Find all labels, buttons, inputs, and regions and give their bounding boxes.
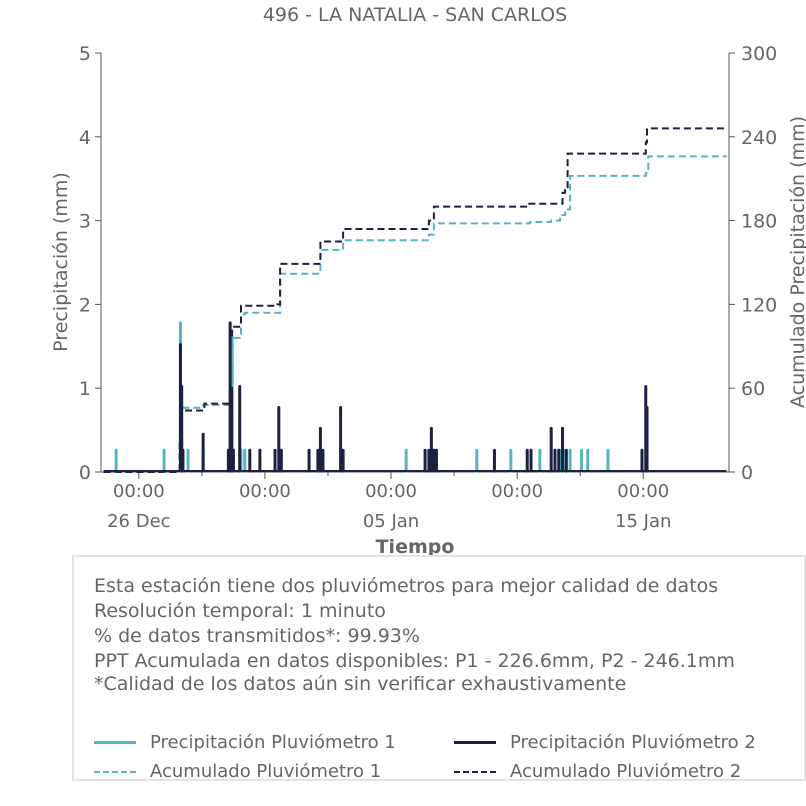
x-tick-label: 00:00 (239, 481, 291, 502)
y-tick-label-right: 0 (741, 462, 753, 484)
y-tick-label-right: 240 (741, 127, 777, 149)
info-line: PPT Acumulada en datos disponibles: P1 -… (94, 650, 735, 672)
y-tick-label-left: 2 (79, 294, 91, 316)
y-tick-label-right: 300 (741, 43, 777, 65)
y-tick-label-left: 4 (79, 127, 91, 149)
y-tick-label-left: 3 (79, 211, 91, 233)
x-tick-label: 00:00 (617, 481, 669, 502)
x-tick-label: 00:00 (113, 481, 165, 502)
x-tick-label: 00:00 (365, 481, 417, 502)
y-axis-label-left: Precipitación (mm) (50, 172, 72, 352)
legend-swatch (454, 770, 496, 773)
legend-label: Precipitación Pluviómetro 1 (150, 732, 396, 753)
y-tick-label-right: 120 (741, 294, 777, 316)
x-tick-label: 00:00 (491, 481, 543, 502)
legend-label: Acumulado Pluviómetro 1 (150, 761, 382, 782)
y-tick-label-left: 1 (79, 378, 91, 400)
legend-item-p2-accum: Acumulado Pluviómetro 2 (454, 761, 741, 782)
info-line: Esta estación tiene dos pluviómetros par… (94, 575, 719, 597)
series-accum-p2 (103, 127, 727, 473)
legend-label: Acumulado Pluviómetro 2 (510, 761, 742, 782)
legend-item-p1-accum: Acumulado Pluviómetro 1 (94, 761, 381, 782)
legend-label: Precipitación Pluviómetro 2 (510, 732, 756, 753)
info-line: % de datos transmitidos*: 99.93% (94, 625, 420, 647)
legend-item-p1-precip: Precipitación Pluviómetro 1 (94, 732, 396, 753)
info-box: Esta estación tiene dos pluviómetros par… (72, 555, 806, 782)
x-axis-label: Tiempo (376, 536, 455, 558)
legend-item-p2-precip: Precipitación Pluviómetro 2 (454, 732, 756, 753)
y-tick-label-left: 0 (79, 462, 91, 484)
x-tick-date-label: 15 Jan (615, 511, 671, 532)
y-tick-label-right: 180 (741, 211, 777, 233)
legend-swatch (454, 741, 496, 744)
info-line: *Calidad de los datos aún sin verificar … (94, 673, 627, 695)
y-axis-label-right: Acumulado Precipitación (mm) (787, 116, 806, 408)
x-tick-date-label: 05 Jan (363, 511, 419, 532)
y-tick-label-right: 60 (741, 378, 765, 400)
series-layer (103, 127, 727, 473)
legend-swatch (94, 770, 136, 773)
x-tick-date-label: 26 Dec (107, 511, 170, 532)
axes-layer: 0 1 2 3 4 5 0 60 120 180 240 300 00:00 26 Dec 00:00 00:… (79, 43, 777, 532)
chart-title: 496 - LA NATALIA - SAN CARLOS (263, 4, 567, 26)
info-line: Resolución temporal: 1 minuto (94, 600, 386, 622)
legend-swatch (94, 741, 136, 744)
y-tick-label-left: 5 (79, 43, 91, 65)
series-accum-p1 (103, 155, 727, 473)
